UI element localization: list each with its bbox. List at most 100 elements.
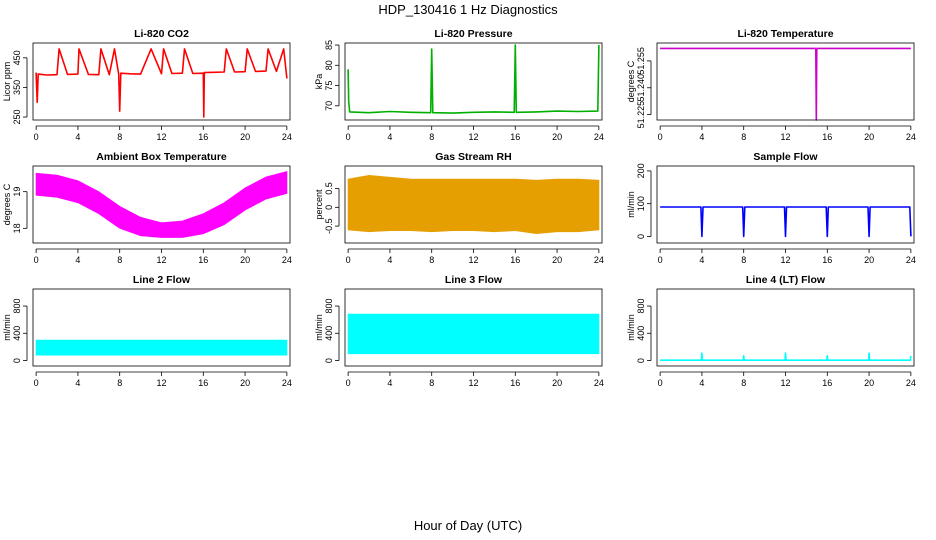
y-tick-label: 0 bbox=[636, 234, 646, 239]
y-tick-label: 18 bbox=[12, 223, 22, 233]
panel-title: Li-820 Temperature bbox=[737, 28, 833, 40]
x-tick-label: 16 bbox=[198, 255, 208, 265]
y-tick-label: 800 bbox=[636, 299, 646, 314]
y-tick-label: 75 bbox=[324, 81, 334, 91]
panel-7: Line 2 Flow ml/min 0 4 8 12 16 20 24 0 400 800 bbox=[2, 274, 292, 388]
x-tick-label: 8 bbox=[429, 132, 434, 142]
series-line bbox=[347, 44, 600, 114]
x-tick-label: 24 bbox=[906, 132, 916, 142]
x-tick-label: 12 bbox=[156, 378, 166, 388]
x-tick-label: 20 bbox=[864, 255, 874, 265]
x-tick-label: 4 bbox=[699, 378, 704, 388]
y-tick-label: 400 bbox=[12, 326, 22, 341]
y-axis-label: degrees C bbox=[2, 183, 12, 225]
x-tick-label: 0 bbox=[658, 255, 663, 265]
x-tick-label: 24 bbox=[594, 132, 604, 142]
x-tick-label: 16 bbox=[510, 255, 520, 265]
y-tick-label: 200 bbox=[636, 163, 646, 178]
x-tick-label: 16 bbox=[198, 132, 208, 142]
plot-frame bbox=[656, 288, 915, 367]
x-tick-label: 8 bbox=[741, 132, 746, 142]
y-tick-label: 80 bbox=[324, 60, 334, 70]
x-tick-label: 12 bbox=[468, 255, 478, 265]
x-tick-label: 12 bbox=[468, 132, 478, 142]
x-tick-label: 8 bbox=[741, 378, 746, 388]
series-band bbox=[35, 339, 288, 356]
panel-8: Line 3 Flow ml/min 0 4 8 12 16 20 24 0 400 800 bbox=[314, 274, 604, 388]
plot-frame bbox=[32, 288, 291, 367]
panel-9: Line 4 (LT) Flow ml/min 0 4 8 12 16 20 24 0 400 800 bbox=[626, 274, 916, 388]
y-tick-label: 250 bbox=[12, 110, 22, 125]
x-tick-label: 12 bbox=[156, 132, 166, 142]
x-tick-label: 4 bbox=[699, 255, 704, 265]
x-tick-label: 12 bbox=[156, 255, 166, 265]
x-tick-label: 0 bbox=[346, 378, 351, 388]
plot-frame bbox=[344, 165, 603, 244]
x-tick-label: 16 bbox=[510, 378, 520, 388]
x-tick-label: 24 bbox=[282, 378, 292, 388]
y-tick-label: 0 bbox=[636, 358, 646, 363]
x-tick-label: 8 bbox=[741, 255, 746, 265]
y-tick-label: 450 bbox=[12, 50, 22, 65]
y-tick-label: 350 bbox=[12, 80, 22, 95]
x-tick-label: 0 bbox=[346, 132, 351, 142]
y-tick-label: 100 bbox=[636, 196, 646, 211]
panel-title: Sample Flow bbox=[753, 151, 818, 163]
y-axis-label: percent bbox=[314, 189, 324, 220]
plot-frame bbox=[32, 42, 291, 121]
x-tick-label: 8 bbox=[429, 255, 434, 265]
series-line bbox=[660, 47, 911, 121]
y-tick-label: 19 bbox=[12, 187, 22, 197]
y-tick-label: 0 bbox=[324, 205, 334, 210]
x-tick-label: 24 bbox=[906, 255, 916, 265]
x-tick-label: 8 bbox=[117, 255, 122, 265]
panel-4: Ambient Box Temperature degrees C 0 4 8 12 16 2… bbox=[2, 151, 292, 265]
y-axis-label: ml/min bbox=[626, 191, 636, 218]
panel-1: Li-820 CO2 Licor ppm 0 4 8 12 16 20 24 250 350 450 bbox=[2, 28, 292, 142]
plot-frame bbox=[32, 165, 291, 244]
panel-title: Gas Stream RH bbox=[435, 151, 511, 163]
panel-title: Ambient Box Temperature bbox=[96, 151, 227, 163]
series-band bbox=[35, 170, 288, 238]
x-tick-label: 20 bbox=[864, 132, 874, 142]
x-tick-label: 16 bbox=[822, 255, 832, 265]
x-tick-label: 0 bbox=[658, 132, 663, 142]
panel-title: Li-820 Pressure bbox=[434, 28, 512, 40]
x-tick-label: 4 bbox=[387, 255, 392, 265]
series-band bbox=[347, 313, 600, 355]
plot-frame bbox=[344, 42, 603, 121]
x-tick-label: 4 bbox=[75, 378, 80, 388]
panel-2: Li-820 Pressure kPa 0 4 8 12 16 20 24 70 75 80 85 bbox=[314, 28, 604, 142]
y-tick-label: 800 bbox=[324, 299, 334, 314]
x-tick-label: 0 bbox=[34, 255, 39, 265]
y-axis-label: Licor ppm bbox=[2, 62, 12, 102]
x-tick-label: 12 bbox=[780, 132, 790, 142]
x-tick-label: 0 bbox=[346, 255, 351, 265]
x-tick-label: 24 bbox=[594, 255, 604, 265]
y-tick-label: 400 bbox=[324, 326, 334, 341]
x-tick-label: 12 bbox=[780, 255, 790, 265]
series-band bbox=[347, 174, 600, 235]
y-axis-label: ml/min bbox=[314, 314, 324, 341]
series-line bbox=[660, 206, 912, 238]
y-tick-label: 0.5 bbox=[324, 182, 334, 195]
x-tick-label: 12 bbox=[780, 378, 790, 388]
x-tick-label: 16 bbox=[822, 378, 832, 388]
x-tick-label: 20 bbox=[240, 378, 250, 388]
y-tick-label: 0 bbox=[324, 358, 334, 363]
x-tick-label: 16 bbox=[198, 378, 208, 388]
x-tick-label: 0 bbox=[34, 132, 39, 142]
x-tick-label: 0 bbox=[34, 378, 39, 388]
y-tick-label: 51.255 bbox=[636, 47, 646, 75]
plot-frame bbox=[656, 165, 915, 244]
panel-3: Li-820 Temperature degrees C 0 4 8 12 16 20 24 51… bbox=[626, 28, 916, 142]
y-tick-label: 70 bbox=[324, 101, 334, 111]
panel-6: Sample Flow ml/min 0 4 8 12 16 20 24 0 100 200 bbox=[626, 151, 916, 265]
y-tick-label: 800 bbox=[12, 299, 22, 314]
y-tick-label: 85 bbox=[324, 40, 334, 50]
x-tick-label: 20 bbox=[240, 132, 250, 142]
y-axis-label: kPa bbox=[314, 74, 324, 90]
x-tick-label: 8 bbox=[117, 378, 122, 388]
series-line bbox=[35, 48, 288, 118]
